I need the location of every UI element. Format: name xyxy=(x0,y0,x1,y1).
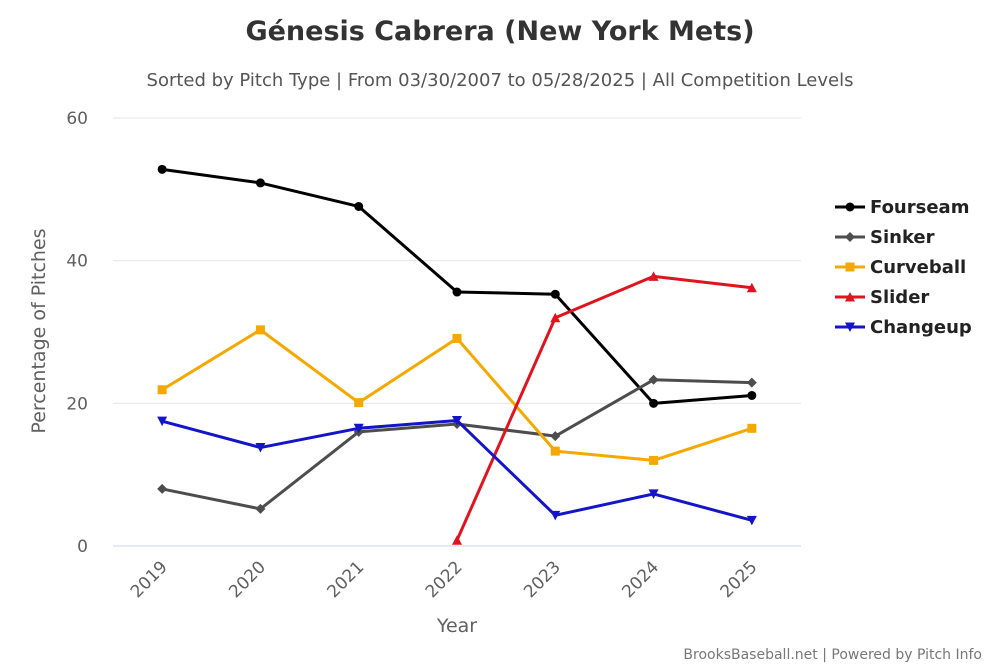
slider-line xyxy=(455,274,753,541)
legend-item-sinker[interactable]: Sinker xyxy=(835,227,935,248)
series-slider xyxy=(452,271,757,545)
slider-point xyxy=(550,312,561,323)
sinker-point xyxy=(648,374,659,385)
x-tick-label: 2019 xyxy=(127,557,172,602)
y-tick-label: 0 xyxy=(77,537,88,557)
legend-item-curveball[interactable]: Curveball xyxy=(835,257,966,278)
sinker-point xyxy=(255,503,266,514)
plot-series xyxy=(157,164,757,545)
slider-point xyxy=(452,535,462,545)
changeup-point xyxy=(157,416,168,427)
x-tick-label: 2025 xyxy=(717,557,762,602)
legend-label: Slider xyxy=(870,287,929,308)
fourseam-point xyxy=(747,390,757,400)
legend-swatch-marker xyxy=(845,262,855,272)
legend-label: Changeup xyxy=(870,317,972,338)
sinker-point xyxy=(550,431,561,442)
y-axis-ticks: 0 20 40 60 xyxy=(66,109,88,557)
legend-swatch-marker xyxy=(845,202,855,212)
fourseam-point xyxy=(649,398,659,408)
curveball-point xyxy=(255,325,265,335)
fourseam-point xyxy=(452,287,462,297)
x-tick-label: 2020 xyxy=(225,557,270,602)
legend-label: Curveball xyxy=(870,257,966,278)
slider-point xyxy=(746,282,757,293)
legend: Fourseam Sinker Curveball Slider Changeup xyxy=(835,197,972,338)
series-curveball xyxy=(157,325,757,465)
curveball-point xyxy=(157,385,167,395)
legend-swatch-marker xyxy=(845,292,855,302)
sinker-point xyxy=(746,377,757,388)
slider-point xyxy=(648,271,659,281)
curveball-point xyxy=(550,446,560,456)
curveball-point xyxy=(649,455,659,465)
changeup-point xyxy=(452,415,462,426)
changeup-point xyxy=(353,423,364,434)
chart-credits: BrooksBaseball.net | Powered by Pitch In… xyxy=(683,647,982,663)
legend-label: Sinker xyxy=(870,227,935,248)
legend-swatch-marker xyxy=(845,322,855,332)
legend-swatch-marker xyxy=(845,232,855,242)
x-axis-ticks: 2019 2020 2021 2022 2023 2024 2025 xyxy=(127,557,761,602)
series-changeup xyxy=(157,415,757,526)
changeup-point xyxy=(746,515,757,526)
chart-subtitle: Sorted by Pitch Type | From 03/30/2007 t… xyxy=(147,70,854,91)
x-axis-title: Year xyxy=(436,615,477,637)
fourseam-point xyxy=(550,289,560,299)
curveball-point xyxy=(747,423,757,433)
changeup-line xyxy=(161,418,753,522)
changeup-point xyxy=(648,489,659,499)
fourseam-point xyxy=(354,201,364,211)
y-axis-title: Percentage of Pitches xyxy=(28,228,50,433)
fourseam-line xyxy=(161,167,752,405)
fourseam-point xyxy=(157,164,167,174)
legend-item-slider[interactable]: Slider xyxy=(835,287,929,308)
curveball-point xyxy=(452,333,462,343)
y-tick-label: 40 xyxy=(66,252,88,272)
legend-item-changeup[interactable]: Changeup xyxy=(835,317,972,338)
fourseam-point xyxy=(255,178,265,188)
curveball-line xyxy=(161,328,753,462)
sinker-point xyxy=(157,483,168,494)
legend-item-fourseam[interactable]: Fourseam xyxy=(835,197,969,218)
y-gridlines xyxy=(113,117,801,547)
chart-title: Génesis Cabrera (New York Mets) xyxy=(245,16,754,47)
legend-label: Fourseam xyxy=(870,197,969,218)
changeup-point xyxy=(550,510,561,521)
series-fourseam xyxy=(157,164,757,408)
x-tick-label: 2021 xyxy=(324,557,369,602)
curveball-point xyxy=(354,398,364,408)
x-tick-label: 2024 xyxy=(618,557,663,602)
changeup-point xyxy=(255,443,266,453)
x-tick-label: 2022 xyxy=(422,557,467,602)
x-tick-label: 2023 xyxy=(520,557,565,602)
y-tick-label: 20 xyxy=(66,394,88,414)
y-tick-label: 60 xyxy=(66,109,88,129)
